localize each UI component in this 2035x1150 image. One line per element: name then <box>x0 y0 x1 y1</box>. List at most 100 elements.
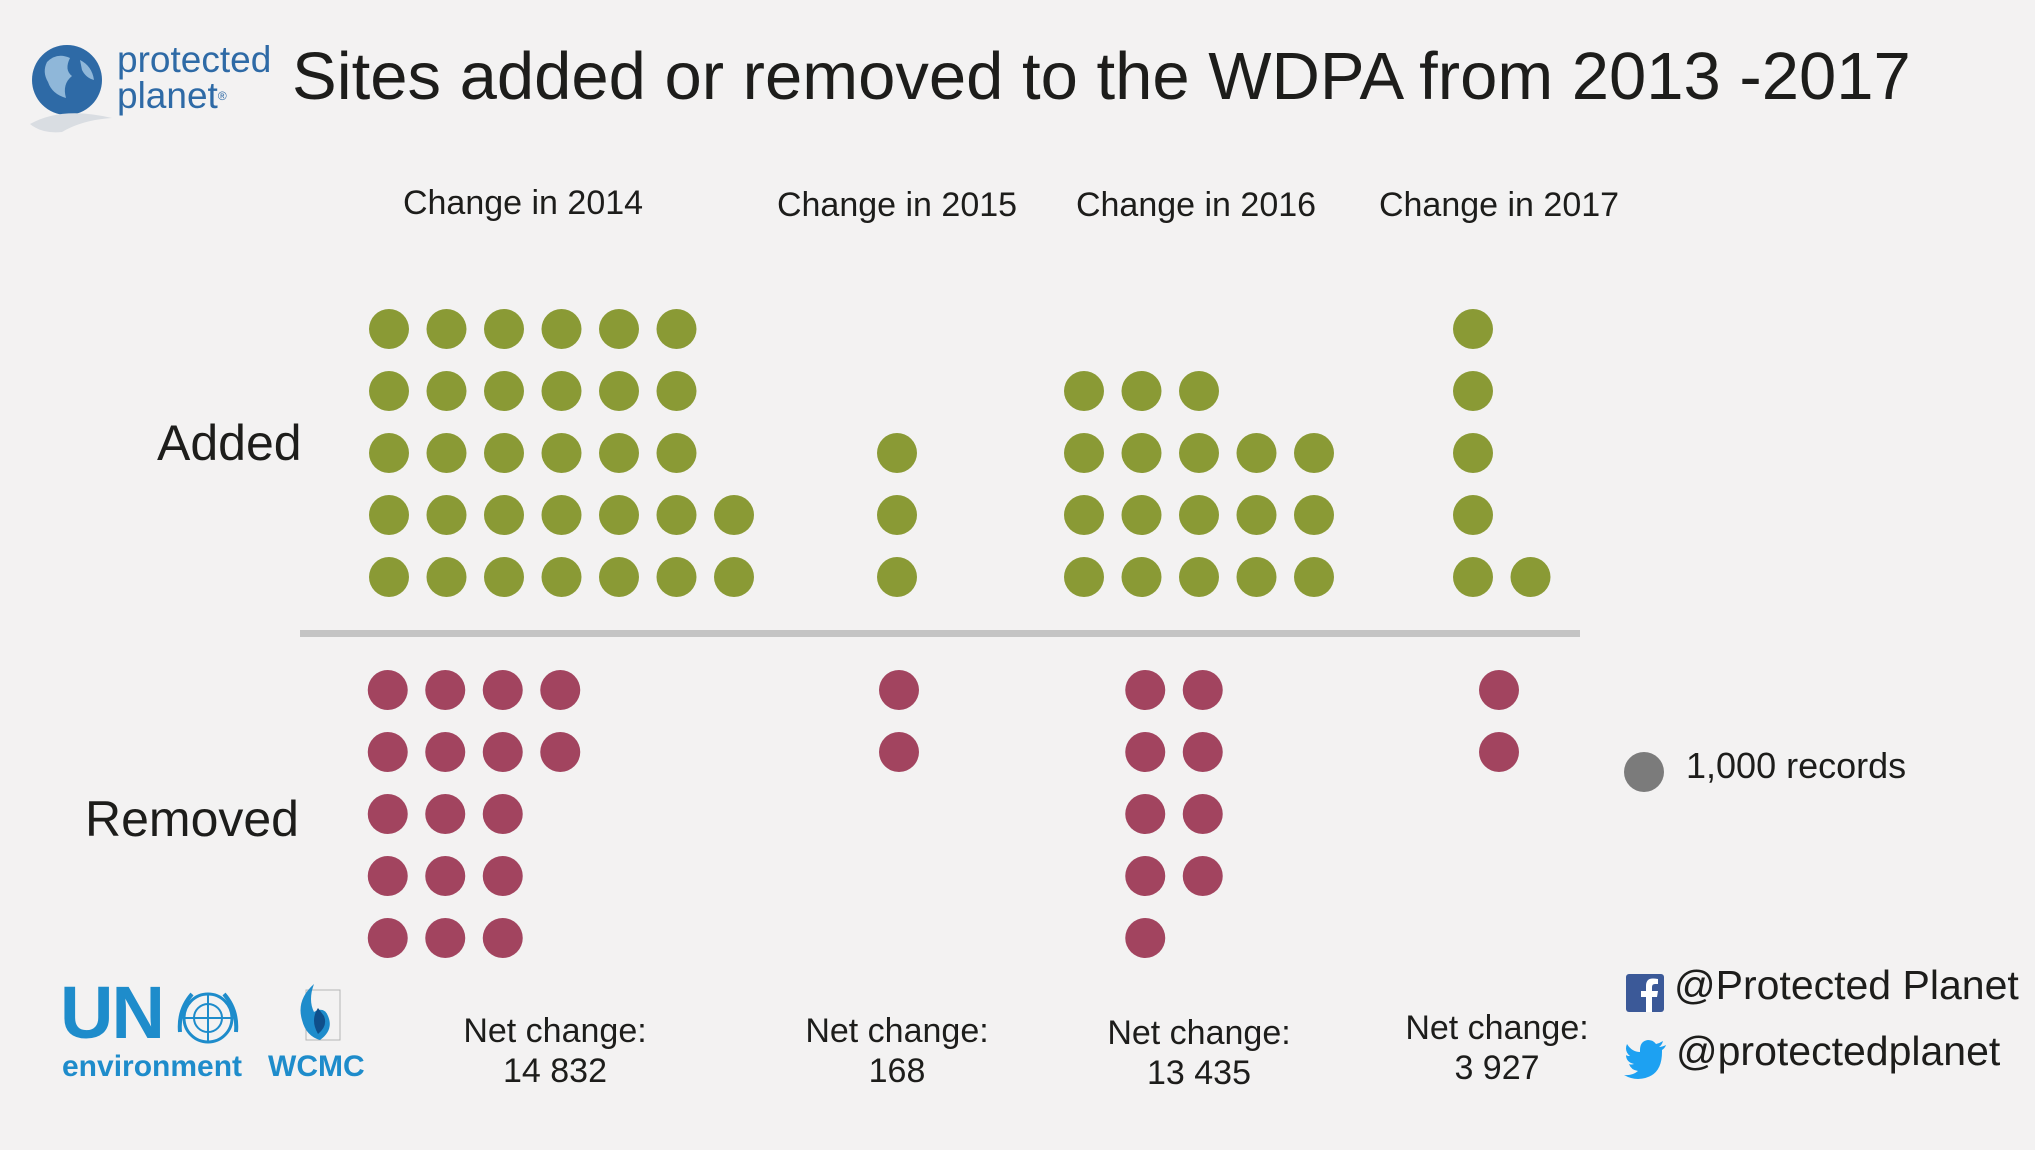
added-dot <box>1294 495 1334 535</box>
removed-dot <box>1125 670 1166 710</box>
added-dot <box>1510 557 1551 597</box>
added-dot <box>484 433 524 473</box>
net-change-2014: Net change: 14 832 <box>463 1011 646 1091</box>
removed-dot <box>1125 918 1166 958</box>
added-dot <box>426 495 467 535</box>
added-dot <box>484 557 524 597</box>
net-change-label: Net change: <box>805 1012 989 1050</box>
added-dot <box>426 371 467 411</box>
removed-dot <box>425 732 466 772</box>
axis-divider <box>300 630 1580 637</box>
removed-dot <box>367 918 408 958</box>
added-dot <box>426 557 467 597</box>
un-environment-text: environment <box>62 1050 243 1083</box>
added-dot <box>1453 557 1493 597</box>
column-header-2015: Change in 2015 <box>776 186 1018 224</box>
added-dot <box>484 371 524 411</box>
added-dot <box>877 495 917 535</box>
removed-dot <box>482 794 523 834</box>
twitter-handle[interactable]: @protectedplanet <box>1676 1028 2001 1074</box>
added-dot <box>1121 495 1162 535</box>
added-dot <box>369 309 409 349</box>
removed-dot <box>540 732 581 772</box>
removed-dot <box>367 670 408 710</box>
removed-dot <box>482 670 523 710</box>
added-dot <box>1453 309 1493 349</box>
added-dot <box>599 433 639 473</box>
removed-dot <box>425 794 466 834</box>
removed-dot <box>879 732 919 772</box>
added-dot <box>369 495 409 535</box>
net-change-value: 13 435 <box>1146 1054 1251 1092</box>
net-change-value: 14 832 <box>502 1052 607 1090</box>
added-dot <box>599 309 639 349</box>
added-dot <box>1121 557 1162 597</box>
net-change-2017: Net change: 3 927 <box>1405 1008 1588 1088</box>
added-dot <box>484 495 524 535</box>
added-dot <box>1064 557 1104 597</box>
added-dot <box>1294 433 1334 473</box>
removed-dot <box>367 794 408 834</box>
net-change-2015: Net change: 168 <box>805 1011 988 1091</box>
added-dot <box>426 309 467 349</box>
net-change-label: Net change: <box>463 1012 647 1050</box>
wcmc-flame-icon <box>300 984 341 1041</box>
added-dot <box>369 557 409 597</box>
facebook-icon[interactable] <box>1626 974 1664 1012</box>
removed-dot <box>1125 856 1166 896</box>
added-dot <box>1179 433 1219 473</box>
net-change-value: 168 <box>868 1052 926 1090</box>
added-dot <box>1121 433 1162 473</box>
facebook-handle[interactable]: @Protected Planet <box>1674 962 2019 1008</box>
removed-dot <box>425 918 466 958</box>
added-dot <box>1179 557 1219 597</box>
row-label-removed: Removed <box>85 791 299 847</box>
twitter-icon[interactable] <box>1624 1036 1668 1080</box>
removed-dot <box>1125 794 1166 834</box>
chart-title: Sites added or removed to the WDPA from … <box>292 39 1911 114</box>
removed-dot <box>879 670 919 710</box>
added-dot <box>1121 371 1162 411</box>
removed-dot <box>482 856 523 896</box>
removed-dot <box>1182 794 1223 834</box>
added-dot <box>541 557 582 597</box>
removed-dot <box>425 856 466 896</box>
removed-dot <box>482 732 523 772</box>
added-dot <box>599 495 639 535</box>
added-dot <box>1064 433 1104 473</box>
added-dot <box>599 371 639 411</box>
added-dot <box>599 557 639 597</box>
added-dot <box>426 433 467 473</box>
removed-dot <box>425 670 466 710</box>
removed-dot <box>1182 856 1223 896</box>
removed-dot <box>1125 732 1166 772</box>
added-dot <box>656 557 697 597</box>
added-dot <box>1064 495 1104 535</box>
protected-planet-logo-text: protected planet® <box>117 39 272 114</box>
added-dot <box>1294 557 1334 597</box>
added-dot <box>656 433 697 473</box>
added-dot <box>877 433 917 473</box>
logo-line-1: protected <box>117 39 272 80</box>
added-dot <box>369 371 409 411</box>
removed-dot <box>1182 732 1223 772</box>
un-emblem-icon <box>177 992 239 1044</box>
added-dot <box>714 495 754 535</box>
un-logo-text: UN <box>60 971 165 1054</box>
added-dot <box>1453 371 1493 411</box>
added-dot <box>1179 495 1219 535</box>
wcmc-text: WCMC <box>268 1050 365 1083</box>
added-dot <box>1064 371 1104 411</box>
removed-dot <box>367 856 408 896</box>
net-change-label: Net change: <box>1107 1014 1291 1052</box>
added-dot <box>656 495 697 535</box>
added-dot <box>1179 371 1219 411</box>
removed-dot <box>1479 732 1519 772</box>
row-label-added: Added <box>157 415 302 471</box>
added-dot <box>541 309 582 349</box>
protected-planet-globe-icon <box>30 45 112 133</box>
column-header-2017: Change in 2017 <box>1378 186 1620 224</box>
added-dot <box>1236 495 1277 535</box>
column-header-2016: Change in 2016 <box>1075 186 1317 224</box>
